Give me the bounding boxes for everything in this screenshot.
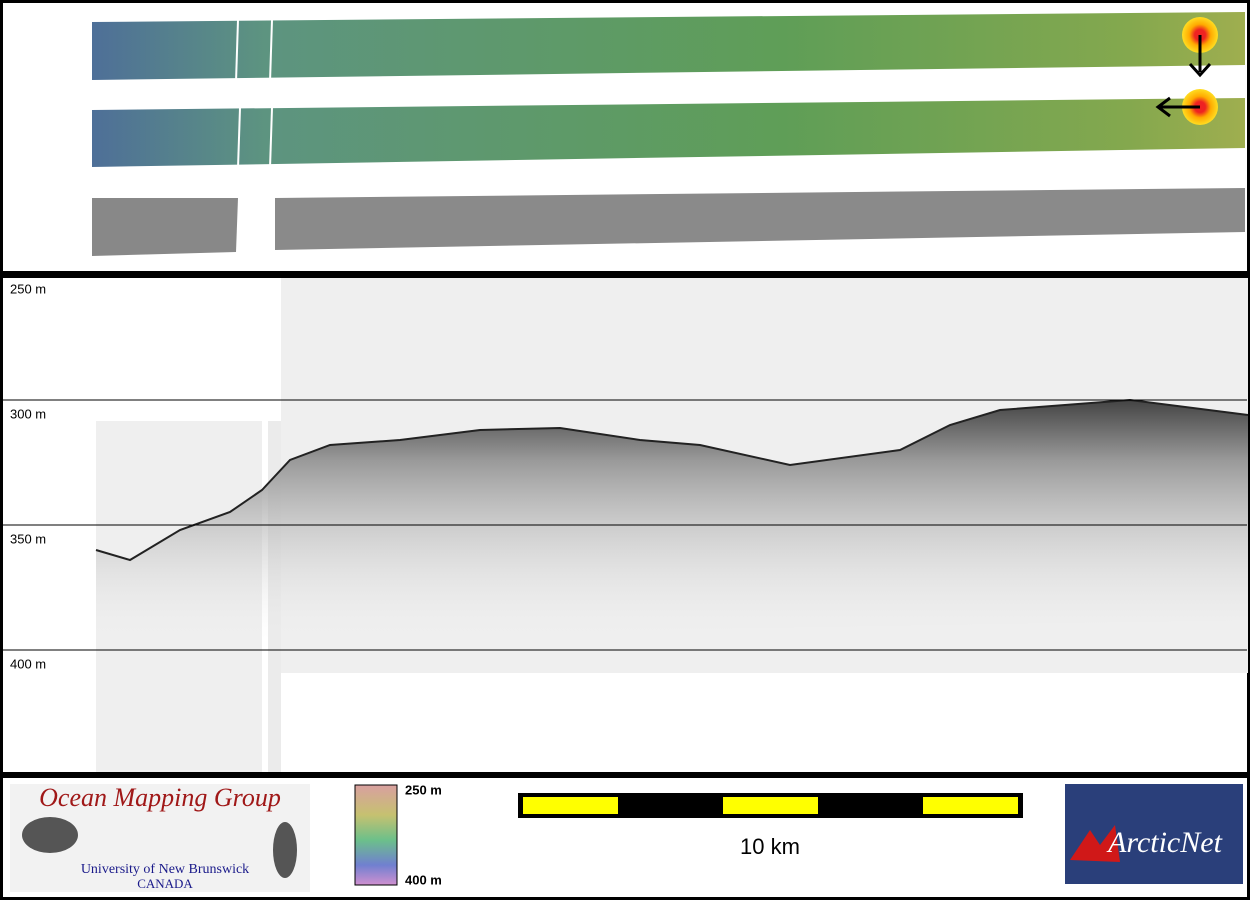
direction-arrow bbox=[1155, 96, 1200, 118]
arcticnet-logo bbox=[1065, 784, 1243, 884]
gap-line bbox=[269, 19, 273, 83]
gap-line bbox=[235, 19, 239, 83]
scale-segment bbox=[723, 797, 818, 814]
backscatter-swath bbox=[275, 188, 1245, 250]
backscatter-swath bbox=[92, 198, 238, 256]
gap-line bbox=[237, 107, 241, 169]
seabed-line bbox=[95, 398, 1249, 562]
bathymetry-swath bbox=[92, 98, 1245, 167]
depth-label: 350 m bbox=[10, 531, 46, 546]
direction-arrow bbox=[1188, 35, 1212, 78]
logo-title: ArcticNet bbox=[1106, 826, 1223, 859]
depth-label: 400 m bbox=[10, 656, 46, 671]
depth-label: 300 m bbox=[10, 406, 46, 421]
scale-label: 10 km bbox=[740, 834, 800, 859]
seabed-echo bbox=[96, 400, 1248, 640]
scale-segment bbox=[923, 797, 1018, 814]
gap-line bbox=[269, 107, 273, 169]
logo-vehicle bbox=[22, 817, 78, 853]
scale-segment bbox=[523, 797, 618, 814]
bathymetry-swath bbox=[92, 12, 1245, 80]
colorbar-label: 250 m bbox=[405, 782, 442, 797]
logo-text: CANADA bbox=[137, 876, 193, 891]
colorbar bbox=[354, 784, 398, 886]
depth-label: 250 m bbox=[10, 281, 46, 296]
logo-text: University of New Brunswick bbox=[81, 862, 249, 877]
colorbar-label: 400 m bbox=[405, 872, 442, 887]
logo-title: Ocean Mapping Group bbox=[39, 783, 281, 812]
logo-vehicle bbox=[273, 822, 297, 878]
logo-leaf bbox=[1070, 825, 1120, 862]
